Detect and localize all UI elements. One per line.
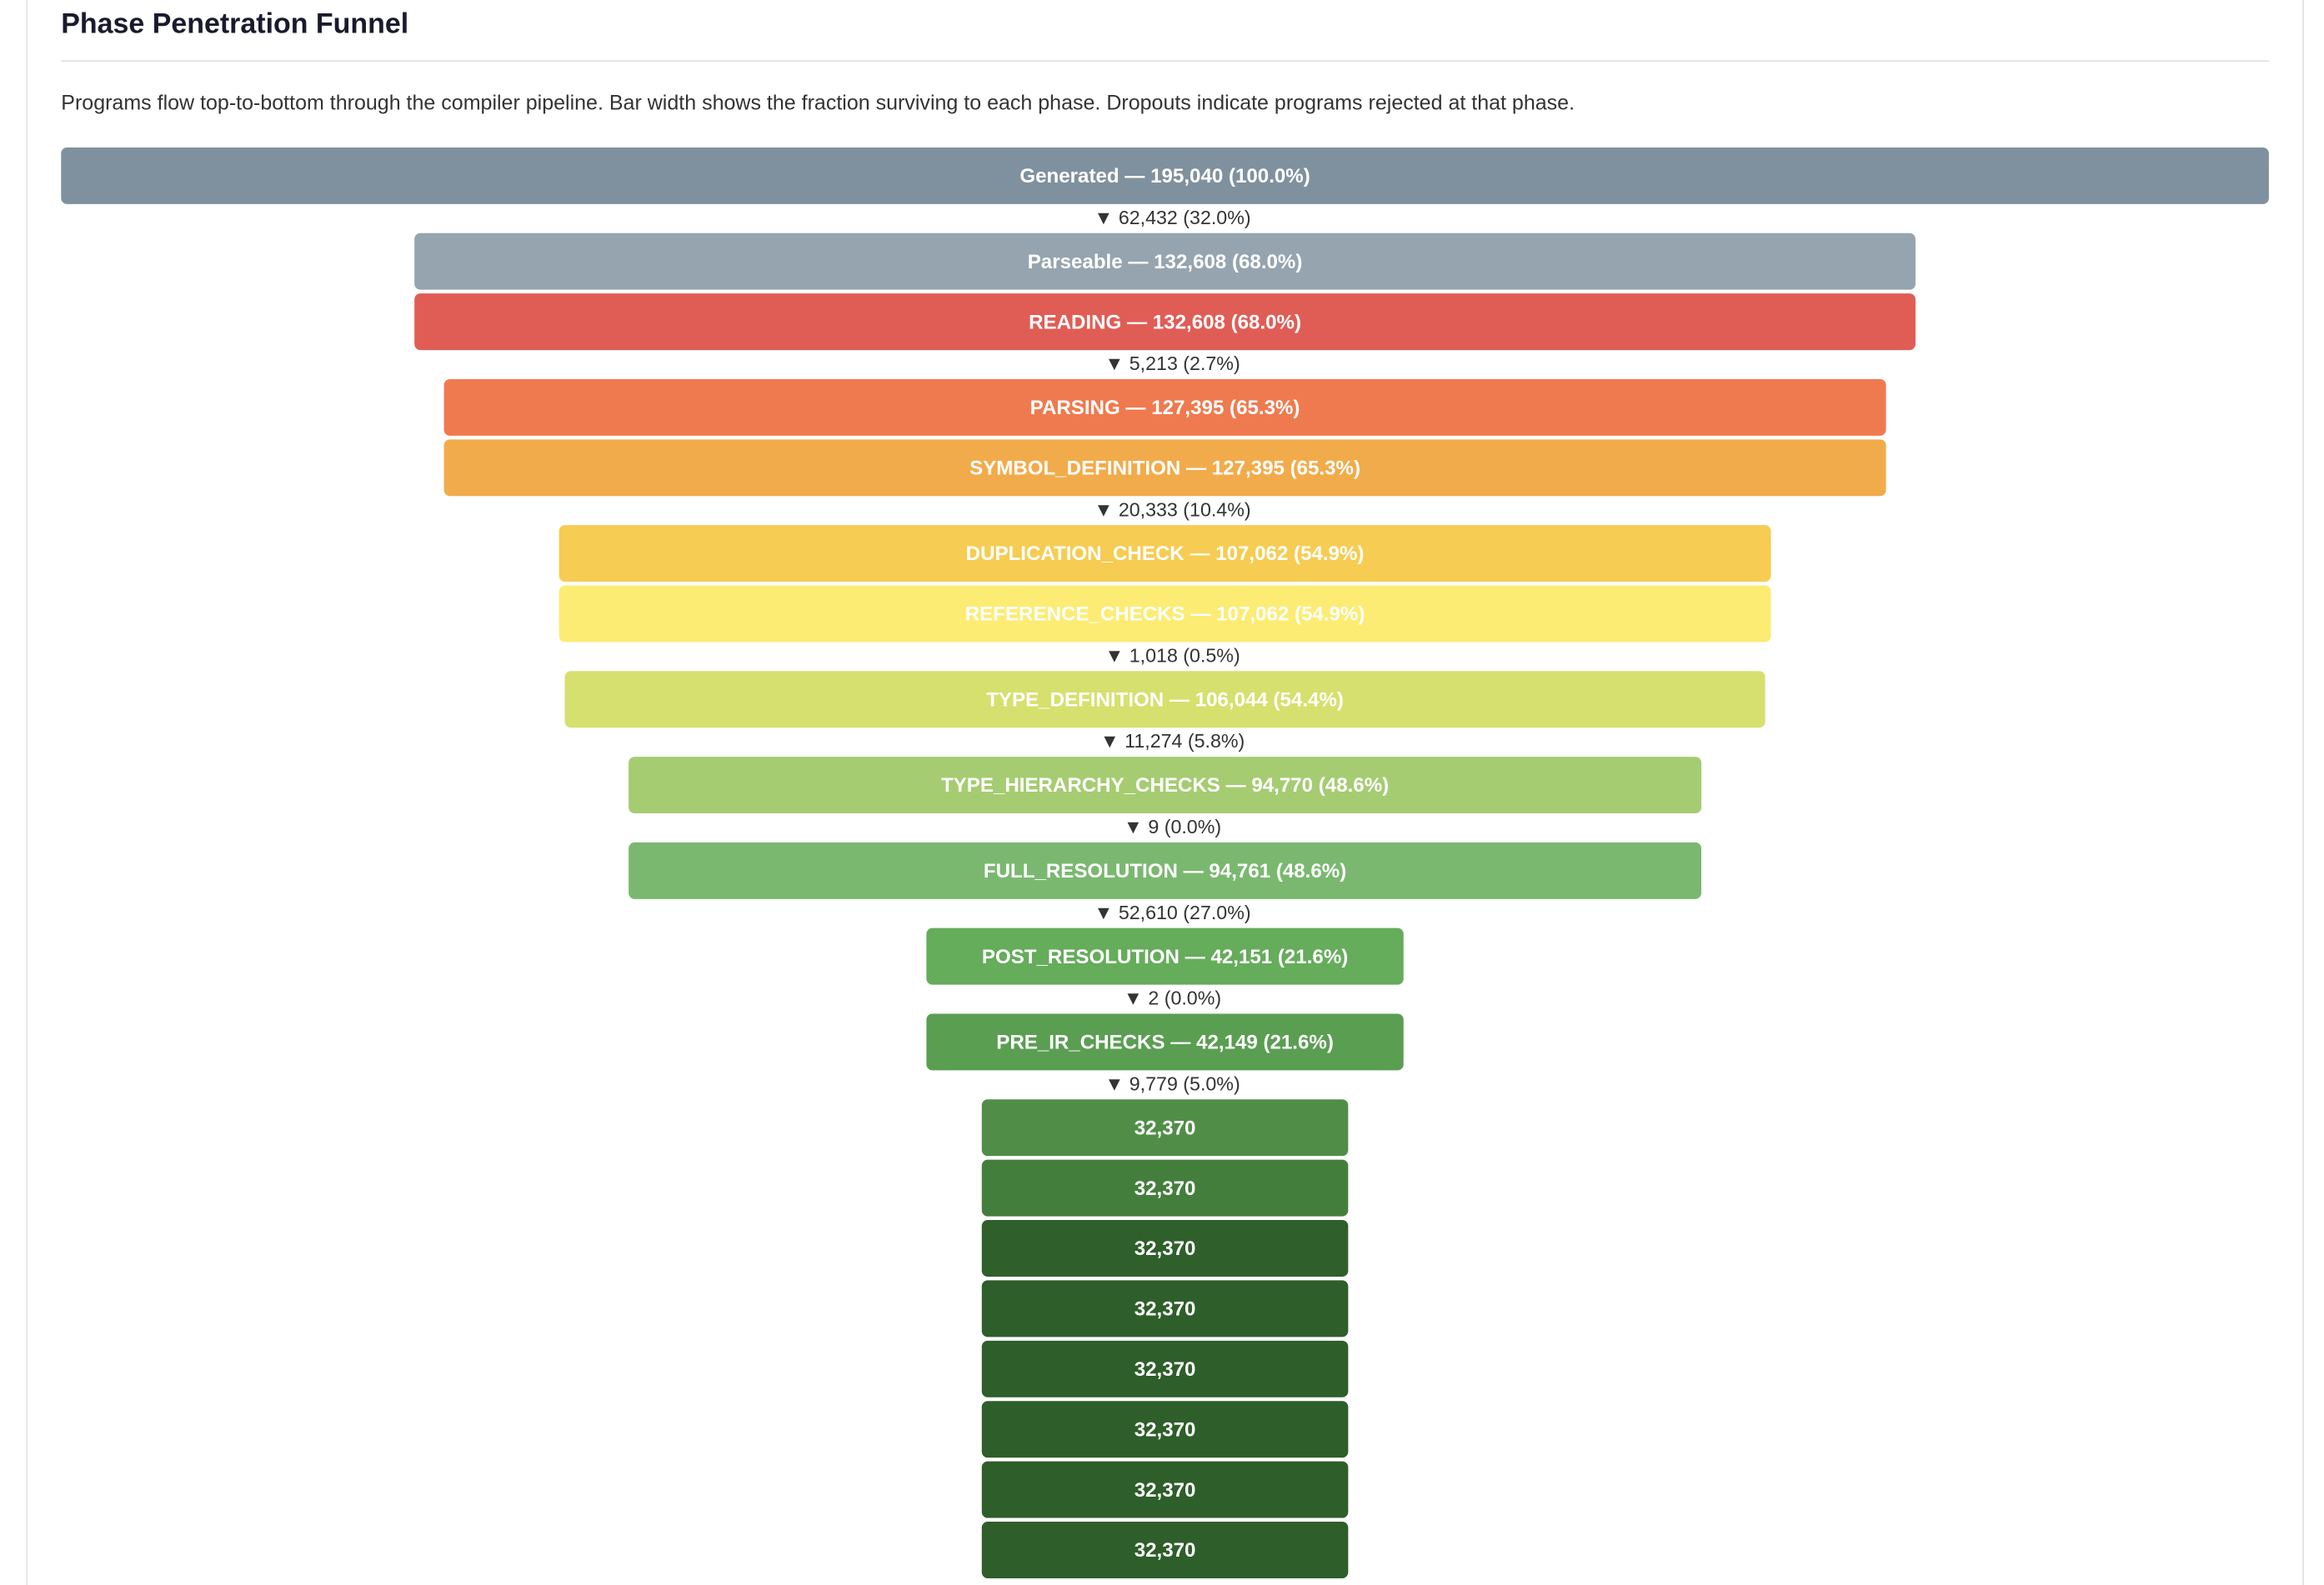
bar-label: FULL_RESOLUTION — 94,761 (48.6%) xyxy=(984,860,1346,882)
dropout-label: ▼ 5,213 (2.7%) xyxy=(1104,352,1240,374)
bar-label: REFERENCE_CHECKS — 107,062 (54.9%) xyxy=(965,603,1365,626)
bar-label: READING — 132,608 (68.0%) xyxy=(1029,311,1301,333)
dropout-label: ▼ 20,333 (10.4%) xyxy=(1094,498,1250,520)
funnel-bar xyxy=(414,232,1916,290)
funnel-bar xyxy=(981,1220,1349,1277)
bar-label: 32,370 xyxy=(1134,1418,1196,1441)
dropout-label: ▼ 52,610 (27.0%) xyxy=(1094,902,1250,923)
funnel-bar xyxy=(981,1159,1349,1217)
funnel-bar xyxy=(981,1461,1349,1518)
dropout-label: ▼ 62,432 (32.0%) xyxy=(1094,207,1250,228)
funnel-bar xyxy=(981,1401,1349,1458)
bar-label: 32,370 xyxy=(1134,1238,1196,1260)
funnel-bar xyxy=(926,928,1404,985)
dropout-label: ▼ 11,274 (5.8%) xyxy=(1100,730,1245,752)
funnel-bar xyxy=(981,1280,1349,1338)
dropout-label: ▼ 9,779 (5.0%) xyxy=(1104,1072,1240,1094)
bar-label: 32,370 xyxy=(1134,1358,1196,1381)
funnel-bar xyxy=(564,671,1766,728)
bar-label: SYMBOL_DEFINITION — 127,395 (65.3%) xyxy=(969,457,1360,479)
bar-label: TYPE_DEFINITION — 106,044 (54.4%) xyxy=(986,688,1344,711)
bar-label: PARSING — 127,395 (65.3%) xyxy=(1030,397,1300,419)
funnel-bar xyxy=(558,525,1771,582)
funnel-bar xyxy=(981,1099,1349,1157)
chart-subtitle: Programs flow top-to-bottom through the … xyxy=(61,92,1575,115)
bar-label: TYPE_HIERARCHY_CHECKS — 94,770 (48.6%) xyxy=(941,774,1389,797)
bar-label: PRE_IR_CHECKS — 42,149 (21.6%) xyxy=(996,1032,1334,1054)
bar-label: Generated — 195,040 (100.0%) xyxy=(1019,165,1310,188)
bar-label: 32,370 xyxy=(1134,1539,1196,1562)
bar-label: DUPLICATION_CHECK — 107,062 (54.9%) xyxy=(966,542,1365,565)
funnel-bar xyxy=(981,1340,1349,1398)
funnel-bar xyxy=(443,378,1886,436)
bar-label: Parseable — 132,608 (68.0%) xyxy=(1028,251,1303,273)
bar-label: 32,370 xyxy=(1134,1298,1196,1321)
dropout-label: ▼ 9 (0.0%) xyxy=(1124,816,1221,838)
dropout-label: ▼ 1,018 (0.5%) xyxy=(1104,644,1240,666)
funnel-bar xyxy=(558,585,1771,642)
bar-label: 32,370 xyxy=(1134,1117,1196,1139)
funnel-bar xyxy=(981,1522,1349,1578)
funnel-bar xyxy=(629,842,1701,899)
bar-label: 32,370 xyxy=(1134,1178,1196,1200)
bar-label: 32,370 xyxy=(1134,1479,1196,1502)
funnel-bar xyxy=(443,439,1886,497)
funnel-bar xyxy=(926,1013,1404,1071)
funnel-bar xyxy=(61,147,2269,204)
funnel-bar xyxy=(629,757,1702,814)
chart-title: Phase Penetration Funnel xyxy=(61,8,408,39)
bar-label: POST_RESOLUTION — 42,151 (21.6%) xyxy=(982,946,1348,968)
dropout-label: ▼ 2 (0.0%) xyxy=(1124,988,1221,1009)
funnel-bar xyxy=(414,293,1916,351)
